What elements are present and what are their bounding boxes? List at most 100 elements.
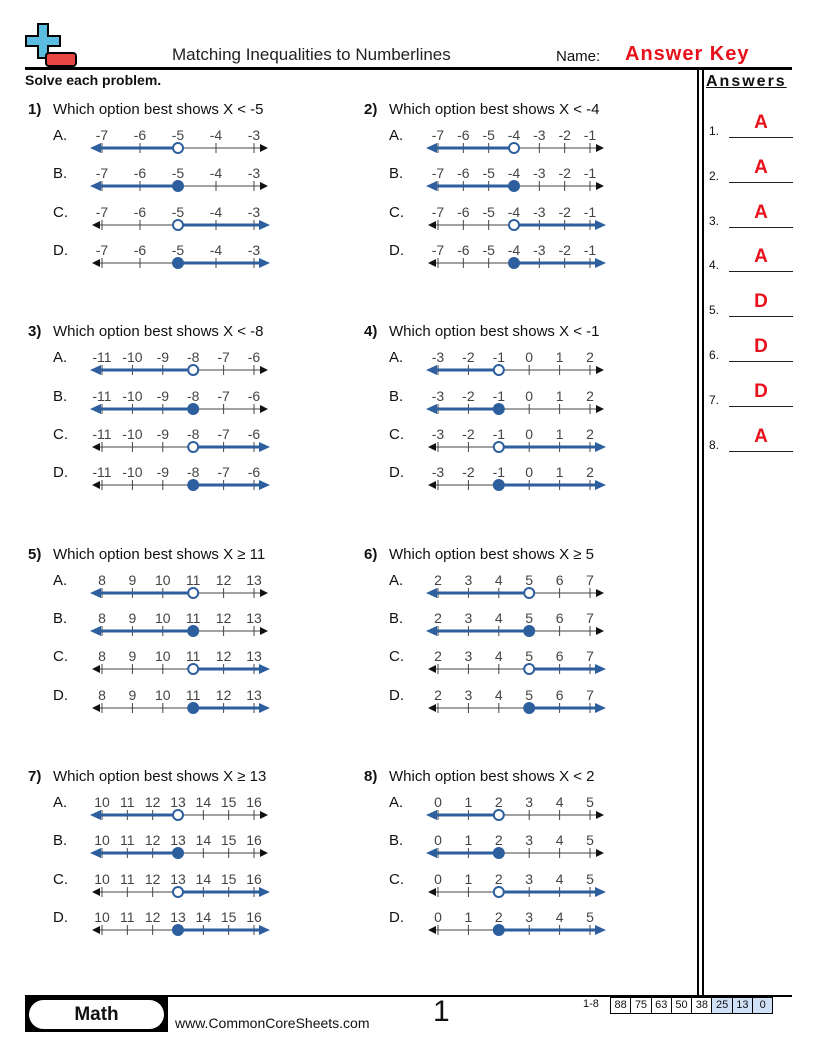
- answer-value: D: [754, 380, 768, 402]
- number-line: -3 -2 -1 0 1 2: [426, 349, 604, 377]
- arrow-right-icon: [260, 366, 268, 375]
- number-line: 10 11 12 13 14 15 16: [92, 909, 270, 936]
- number-line: 0 1 2 3 4 5: [428, 909, 606, 936]
- tick-label: 11: [120, 871, 135, 887]
- tick-label: 11: [186, 610, 201, 626]
- tick-label: -2: [462, 349, 475, 365]
- tick-label: 12: [145, 871, 161, 887]
- tick-label: 13: [246, 648, 262, 664]
- answer-line: [729, 226, 793, 228]
- answer-number: 5.: [709, 303, 720, 318]
- arrow-right-icon: [259, 441, 270, 452]
- tick-label: -4: [210, 204, 223, 220]
- option-label: A.: [389, 127, 404, 144]
- tick-label: -5: [482, 204, 495, 220]
- tick-label: -6: [134, 204, 147, 220]
- open-point: [187, 364, 200, 377]
- tick-label: 13: [246, 610, 262, 626]
- number-line: -3 -2 -1 0 1 2: [426, 388, 604, 415]
- tick-label: 13: [170, 832, 186, 848]
- number-line: 2 3 4 5 6 7: [428, 687, 606, 714]
- answer-value: A: [754, 425, 768, 447]
- tick-label: 11: [120, 794, 135, 810]
- tick-label: 13: [246, 572, 262, 588]
- tick-label: -4: [508, 242, 521, 258]
- arrow-right-icon: [595, 441, 606, 452]
- arrow-left-icon: [92, 703, 100, 712]
- tick-label: 2: [495, 832, 503, 848]
- number-line: -7 -6 -5 -4 -3 -2 -1: [428, 242, 606, 269]
- tick-label: -3: [248, 165, 261, 181]
- problem-number: 3): [28, 323, 42, 341]
- option-label: C.: [389, 203, 404, 221]
- tick-label: 9: [129, 687, 137, 703]
- tick-label: 16: [246, 871, 262, 887]
- tick-label: -5: [172, 127, 185, 143]
- number-line: 10 11 12 13 14 15 16: [90, 794, 268, 821]
- tick-label: 4: [495, 610, 503, 626]
- tick-label: -5: [482, 127, 495, 143]
- number-line: -7 -6 -5 -4 -3 -2 -1: [428, 204, 606, 231]
- arrow-left-icon: [428, 481, 436, 490]
- tick-label: -4: [210, 127, 223, 143]
- tick-label: 3: [525, 832, 533, 848]
- tick-label: 10: [155, 572, 171, 588]
- option-label: B.: [389, 832, 404, 850]
- option-label: C.: [53, 425, 68, 443]
- closed-point: [492, 923, 505, 936]
- tick-label: -6: [248, 464, 261, 480]
- arrow-left-icon: [90, 365, 101, 376]
- tick-label: -7: [432, 127, 445, 143]
- tick-label: -3: [432, 426, 445, 442]
- tick-label: 5: [525, 648, 533, 664]
- answer-row: 7. D: [709, 380, 793, 407]
- tick-label: -1: [584, 127, 597, 143]
- tick-label: -7: [432, 242, 445, 258]
- open-point: [492, 364, 505, 377]
- logo-icon: [25, 23, 77, 67]
- score-table: 88 75 63 50 38 25 13 0: [610, 997, 774, 1014]
- option-label: C.: [53, 203, 68, 221]
- open-point: [492, 885, 505, 898]
- tick-label: 13: [170, 909, 186, 925]
- arrow-left-icon: [426, 625, 437, 636]
- arrow-right-icon: [260, 182, 268, 191]
- arrow-right-icon: [595, 886, 606, 897]
- tick-label: 0: [434, 832, 442, 848]
- problem-question: Which option best shows X ≥ 5: [389, 545, 594, 563]
- tick-label: 8: [98, 687, 106, 703]
- tick-label: 12: [216, 572, 232, 588]
- option-label: D.: [389, 464, 404, 482]
- open-point: [523, 586, 536, 599]
- option-label: D.: [389, 908, 404, 926]
- arrow-right-icon: [596, 144, 604, 152]
- tick-label: 7: [586, 610, 594, 626]
- tick-label: 16: [246, 909, 262, 925]
- score-range-label: 1-8: [583, 998, 599, 1010]
- tick-label: 1: [556, 426, 564, 442]
- option-label: B.: [389, 387, 404, 405]
- arrow-right-icon: [596, 849, 604, 858]
- closed-point: [187, 402, 200, 415]
- closed-point: [492, 402, 505, 415]
- tick-label: -7: [432, 204, 445, 220]
- arrow-left-icon: [90, 848, 101, 859]
- answer-value: A: [754, 112, 768, 133]
- problem-question: Which option best shows X < 2: [389, 767, 595, 785]
- arrow-left-icon: [426, 848, 437, 859]
- answer-number: 1.: [709, 124, 720, 138]
- open-point: [172, 218, 184, 231]
- tick-label: -7: [217, 426, 230, 442]
- arrow-right-icon: [259, 480, 270, 491]
- tick-label: -1: [493, 464, 506, 480]
- arrow-left-icon: [92, 220, 100, 229]
- answer-number: 2.: [709, 168, 720, 183]
- arrow-left-icon: [92, 887, 100, 896]
- tick-label: -6: [457, 165, 470, 181]
- number-line: 8 9 10 11 12 13: [92, 687, 270, 714]
- arrow-right-icon: [259, 257, 270, 268]
- tick-label: 11: [186, 572, 201, 588]
- closed-point: [492, 847, 505, 860]
- answer-line: [729, 181, 793, 183]
- tick-label: 15: [221, 794, 237, 810]
